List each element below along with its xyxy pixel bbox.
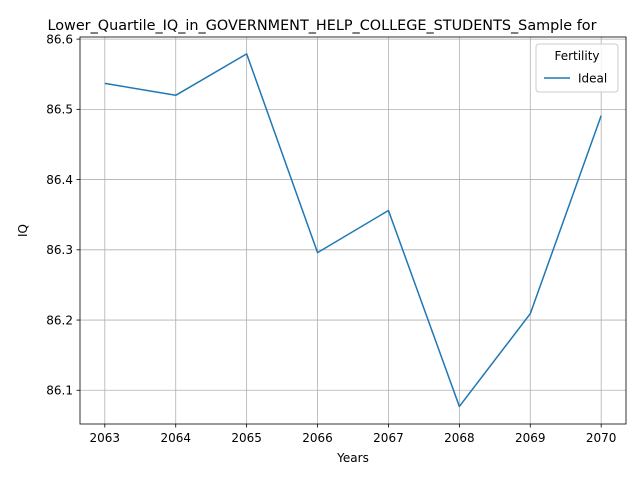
y-tick-label: 86.1: [46, 384, 73, 398]
legend: Fertility Ideal: [536, 44, 618, 92]
y-axis-label: IQ: [16, 224, 30, 237]
x-tick-label: 2070: [586, 431, 617, 445]
x-axis-label: Years: [336, 451, 369, 465]
chart-title: Lower_Quartile_IQ_in_GOVERNMENT_HELP_COL…: [47, 18, 596, 34]
y-axis-ticks: 86.1 86.2 86.3 86.4 86.5 86.6: [46, 32, 80, 397]
y-tick-label: 86.2: [46, 313, 73, 327]
x-tick-label: 2064: [160, 431, 191, 445]
y-tick-label: 86.6: [46, 32, 73, 46]
series-line: [105, 54, 601, 407]
x-axis-ticks: 2063 2064 2065 2066 2067 2068 2069 2070: [90, 424, 617, 445]
y-tick-label: 86.4: [46, 173, 73, 187]
series-layer: [105, 54, 601, 407]
legend-title: Fertility: [554, 49, 599, 63]
x-tick-label: 2067: [373, 431, 404, 445]
x-tick-label: 2066: [302, 431, 333, 445]
x-tick-label: 2068: [444, 431, 475, 445]
y-tick-label: 86.5: [46, 103, 73, 117]
x-tick-label: 2065: [231, 431, 262, 445]
x-tick-label: 2063: [90, 431, 121, 445]
grid-lines: [80, 37, 626, 424]
y-tick-label: 86.3: [46, 243, 73, 257]
x-tick-label: 2069: [515, 431, 546, 445]
legend-entry-label: Ideal: [578, 71, 607, 85]
plot-frame: [80, 37, 626, 424]
